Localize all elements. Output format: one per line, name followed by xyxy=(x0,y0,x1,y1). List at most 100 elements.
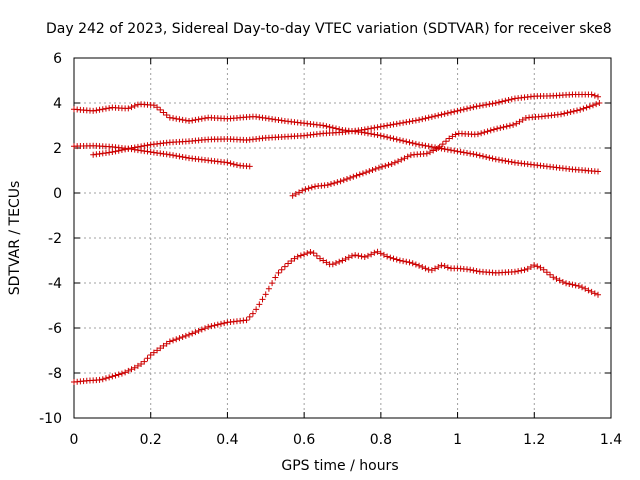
data-point xyxy=(582,285,589,292)
data-point xyxy=(278,266,285,273)
data-point xyxy=(407,152,414,159)
data-point xyxy=(422,115,429,122)
data-point xyxy=(396,120,403,127)
data-point xyxy=(390,255,397,262)
data-point xyxy=(205,323,212,330)
data-point xyxy=(508,96,515,103)
data-point xyxy=(359,170,366,177)
data-point xyxy=(147,352,154,359)
data-point xyxy=(502,157,509,164)
x-tick-label: 1.4 xyxy=(600,432,622,448)
data-point xyxy=(288,257,295,264)
data-point xyxy=(506,122,513,129)
data-point xyxy=(422,265,429,272)
data-point xyxy=(214,321,221,328)
data-point xyxy=(380,133,387,140)
data-point xyxy=(510,121,517,128)
data-point xyxy=(396,137,403,144)
data-point xyxy=(128,366,135,373)
data-point xyxy=(99,106,106,113)
data-point xyxy=(166,151,173,158)
data-point xyxy=(259,296,266,303)
data-point xyxy=(486,154,493,161)
data-point xyxy=(170,152,177,159)
data-point xyxy=(448,147,455,154)
data-point xyxy=(374,248,381,255)
data-point xyxy=(377,132,384,139)
data-point xyxy=(102,375,109,382)
data-point xyxy=(479,102,486,109)
data-point xyxy=(527,263,534,270)
data-point xyxy=(401,155,408,162)
data-point xyxy=(138,361,145,368)
data-point xyxy=(118,147,125,154)
data-point xyxy=(428,143,435,150)
data-point xyxy=(336,258,343,265)
data-point xyxy=(553,275,560,282)
data-point xyxy=(163,112,170,119)
data-point xyxy=(416,141,423,148)
data-point xyxy=(141,142,148,149)
data-point xyxy=(323,123,330,130)
data-point xyxy=(436,143,443,150)
data-point xyxy=(281,263,288,270)
data-point xyxy=(202,115,209,122)
data-point xyxy=(492,156,499,163)
data-point xyxy=(479,153,486,160)
x-tick-labels: 0 0.2 0.4 0.6 0.8 1 1.2 1.4 xyxy=(70,432,623,448)
data-point xyxy=(307,249,314,256)
data-point xyxy=(198,326,205,333)
data-point xyxy=(483,153,490,160)
data-point xyxy=(368,251,375,258)
data-point xyxy=(495,99,502,106)
data-point xyxy=(478,130,485,137)
data-point xyxy=(265,285,272,292)
x-tick-label: 0.2 xyxy=(140,432,162,448)
data-point xyxy=(474,131,481,138)
data-point xyxy=(179,153,186,160)
data-point xyxy=(588,91,595,98)
data-point xyxy=(160,342,167,349)
data-point xyxy=(435,263,442,270)
series-late-rising xyxy=(289,100,603,199)
data-point xyxy=(198,115,205,122)
data-point xyxy=(356,171,363,178)
data-point xyxy=(419,116,426,123)
data-point xyxy=(138,143,145,150)
data-point xyxy=(473,267,480,274)
data-point xyxy=(122,146,129,153)
data-point xyxy=(441,110,448,117)
data-point xyxy=(327,181,334,188)
data-point xyxy=(96,106,103,113)
data-point xyxy=(393,256,400,263)
data-point xyxy=(141,358,148,365)
data-point xyxy=(96,376,103,383)
data-point xyxy=(547,271,554,278)
data-point xyxy=(500,124,507,131)
data-point xyxy=(430,147,437,154)
data-point xyxy=(441,146,448,153)
data-point xyxy=(467,266,474,273)
data-point xyxy=(467,150,474,157)
data-point xyxy=(154,104,161,111)
y-tick-label: 2 xyxy=(53,141,62,157)
data-point xyxy=(572,282,579,289)
data-point xyxy=(534,263,541,270)
data-point xyxy=(173,152,180,159)
data-point xyxy=(221,320,228,327)
data-point xyxy=(195,116,202,123)
data-point xyxy=(537,264,544,271)
data-point xyxy=(170,337,177,344)
data-point xyxy=(476,152,483,159)
data-point xyxy=(377,250,384,257)
data-point xyxy=(291,255,298,262)
data-point xyxy=(320,257,327,264)
data-point xyxy=(374,124,381,131)
data-point xyxy=(492,100,499,107)
data-point xyxy=(326,123,333,130)
data-point xyxy=(422,142,429,149)
data-point xyxy=(505,97,512,104)
data-point xyxy=(173,115,180,122)
data-point xyxy=(570,108,577,115)
